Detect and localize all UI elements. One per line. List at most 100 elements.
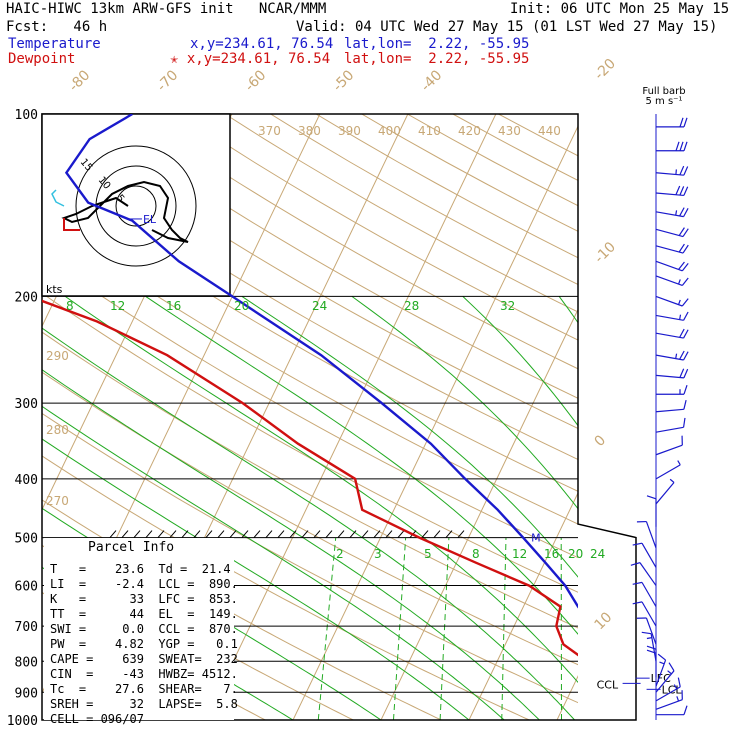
hatch-mark xyxy=(397,530,405,538)
wind-barb xyxy=(641,631,657,662)
temperature-label: -20 xyxy=(592,56,619,83)
pressure-tick-label: 700 xyxy=(15,620,38,635)
wind-barb xyxy=(656,385,688,395)
parcel-row: TT = 44 EL = 149. xyxy=(50,607,238,621)
dry-adiabat xyxy=(42,217,578,525)
theta-label: 390 xyxy=(338,124,361,138)
valid-time: Valid: 04 UTC Wed 27 May 15 (01 LST Wed … xyxy=(296,19,718,35)
parcel-row: CELL = 096/07 xyxy=(50,712,144,726)
hatch-mark xyxy=(277,530,285,538)
lcl-marker: LCL xyxy=(662,683,683,696)
wind-barbs xyxy=(630,114,689,720)
wind-barb xyxy=(655,399,687,413)
mixing-ratio-label: 2 xyxy=(336,547,344,561)
hatch-mark xyxy=(217,530,225,538)
mixing-ratio-label: 5 xyxy=(424,547,432,561)
wind-barb xyxy=(632,601,657,627)
temperature-profile xyxy=(64,114,578,609)
dry-adiabat xyxy=(42,412,578,704)
hodograph-trace xyxy=(61,180,189,243)
theta-label: 380 xyxy=(298,124,321,138)
pressure-tick-label: 100 xyxy=(15,108,38,123)
mixing-ratio-line xyxy=(392,537,407,720)
moist-adiabat xyxy=(462,296,578,427)
wind-barb xyxy=(632,542,657,568)
parcel-row: SREH = 32 LAPSE= 5.8 xyxy=(50,697,238,711)
moist-adiabat xyxy=(241,295,578,578)
temperature-latlon: lat,lon= 2.22, -55.95 xyxy=(344,36,530,52)
wind-barb xyxy=(655,243,689,254)
wind-barb xyxy=(656,117,688,128)
isotherm xyxy=(468,491,578,720)
hatch-mark xyxy=(229,530,237,538)
dry-adiabat xyxy=(224,114,578,313)
hatch-mark xyxy=(181,530,189,538)
mixing-ratio-label: 32 xyxy=(500,299,515,313)
theta-label: 270 xyxy=(46,494,69,508)
temperature-label: -60 xyxy=(242,67,269,94)
pressure-tick-label: 900 xyxy=(15,686,38,701)
theta-label: 430 xyxy=(498,124,521,138)
dry-adiabat xyxy=(42,146,578,461)
theta-label: 420 xyxy=(458,124,481,138)
hatch-mark xyxy=(349,530,357,538)
theta-label: 400 xyxy=(378,124,401,138)
isotherm xyxy=(204,114,497,720)
dry-adiabat xyxy=(42,371,578,666)
wind-barb xyxy=(655,417,686,433)
dry-adiabat xyxy=(42,292,578,593)
mixing-ratio-line xyxy=(611,538,616,720)
model-title: HAIC-HIWC 13km ARW-GFS init NCAR/MMM xyxy=(6,1,327,17)
hodograph-low-level xyxy=(63,218,80,231)
hatch-mark xyxy=(313,530,321,538)
mixing-ratio-label: 24 xyxy=(312,299,327,313)
mixing-ratio-line xyxy=(439,537,450,720)
dry-adiabat xyxy=(133,114,578,370)
mixing-ratio-line xyxy=(501,537,507,720)
wind-barb xyxy=(655,690,683,710)
parcel-info-box: Parcel Info T = 23.6 Td = 21.4 LI = -2.4… xyxy=(44,538,238,726)
wind-barb xyxy=(655,207,689,218)
hatch-mark xyxy=(145,530,153,538)
dewpoint-legend: Dewpoint xyxy=(8,51,76,67)
parcel-row: CAPE = 639 SWEAT= 232 xyxy=(50,652,238,666)
dewpoint-latlon: lat,lon= 2.22, -55.95 xyxy=(344,51,530,67)
moist-adiabat xyxy=(558,296,578,324)
temperature-label: 10 xyxy=(592,609,616,633)
parcel-row: T = 23.6 Td = 21.4 xyxy=(50,562,231,576)
dry-adiabat xyxy=(407,114,578,207)
wind-barb xyxy=(655,185,689,197)
hatch-mark xyxy=(265,530,273,538)
isotherm xyxy=(556,675,578,720)
hatch-mark xyxy=(253,530,261,538)
wind-barb xyxy=(655,165,689,176)
mixing-ratio-label: 24 xyxy=(590,547,605,561)
temperature-label: -80 xyxy=(66,67,93,94)
temperature-label: -40 xyxy=(418,67,445,94)
hodograph-ring xyxy=(115,185,157,227)
hodograph-ring xyxy=(75,145,197,267)
parcel-row: LI = -2.4 LCL = 890. xyxy=(50,577,238,591)
wind-barb xyxy=(655,460,681,480)
ccl-marker: CCL xyxy=(597,678,619,691)
hatch-mark xyxy=(337,530,345,538)
mixing-ratio-label: 16 xyxy=(544,547,559,561)
hatch-mark xyxy=(169,530,177,538)
hatch-mark xyxy=(373,530,381,538)
barb-legend-line2: 5 m s⁻¹ xyxy=(645,96,683,107)
wind-barb xyxy=(630,562,657,586)
parcel-row: SWI = 0.0 CCL = 870. xyxy=(50,622,238,636)
hatch-mark xyxy=(133,530,141,538)
hatch-mark xyxy=(109,530,117,538)
init-time: Init: 06 UTC Mon 25 May 15 xyxy=(510,1,730,17)
wind-barb xyxy=(636,617,657,645)
dry-adiabat xyxy=(42,331,578,629)
wind-barb xyxy=(655,311,689,321)
pressure-tick-label: 1000 xyxy=(7,714,38,729)
dry-adiabat xyxy=(270,114,578,286)
moist-adiabat xyxy=(351,295,578,510)
dry-adiabat xyxy=(498,114,578,157)
mixing-ratio-line xyxy=(700,538,712,720)
